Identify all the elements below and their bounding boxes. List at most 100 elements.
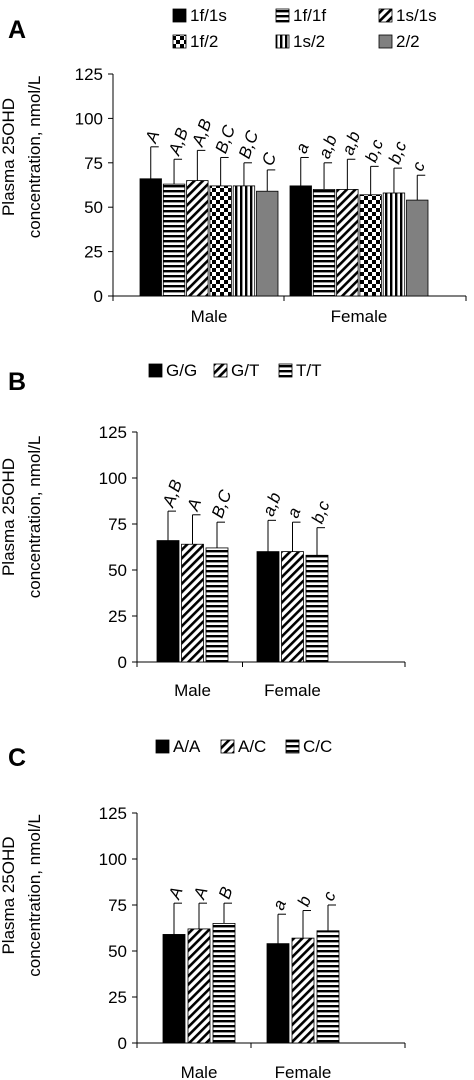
significance-letter: b,c — [308, 498, 334, 526]
significance-letter: C — [258, 150, 280, 169]
legend-label: 1s/2 — [293, 32, 325, 51]
legend-swatch — [172, 34, 187, 49]
bar-1f-2-male — [209, 185, 232, 297]
significance-letter: B,C — [208, 487, 236, 521]
legend-label: G/G — [166, 361, 197, 380]
bar-G-T-male — [181, 543, 204, 663]
significance-letter: a — [269, 897, 290, 912]
significance-letter: A — [183, 496, 205, 514]
bar-1f-1f-female — [312, 189, 336, 297]
bar-1s-2-female — [382, 192, 406, 297]
legend-label: 2/2 — [396, 32, 420, 51]
y-tick-label: 0 — [118, 653, 127, 672]
legend-swatch — [278, 363, 293, 378]
legend-swatch — [172, 8, 187, 23]
legend-swatch — [220, 739, 235, 754]
y-tick-label: 75 — [108, 896, 127, 915]
bar-A-A-female — [266, 943, 290, 1044]
y-tick-label: 50 — [108, 942, 127, 961]
panel-label: B — [8, 368, 26, 396]
legend-swatch — [275, 34, 290, 49]
significance-letter: A — [165, 884, 187, 902]
bar-G-G-male — [156, 540, 180, 663]
y-axis-label: Plasma 25OHD — [0, 458, 18, 576]
bar-G-T-female — [281, 551, 304, 663]
y-tick-label: 100 — [99, 850, 127, 869]
y-tick-label: 100 — [99, 469, 127, 488]
significance-letter: a — [283, 505, 304, 520]
bar-1f-1f-male — [162, 183, 186, 297]
significance-letter: c — [408, 159, 429, 174]
legend-label: 1f/1f — [293, 6, 326, 25]
y-tick-label: 25 — [84, 243, 103, 262]
significance-letter: B,C — [235, 127, 263, 161]
legend-label: 1f/1s — [190, 6, 227, 25]
y-tick-label: 125 — [99, 423, 127, 442]
bar-T-T-female — [305, 554, 329, 663]
bar-C-C-male — [212, 923, 236, 1044]
y-tick-label: 100 — [75, 109, 103, 128]
y-axis-label: Plasma 25OHD — [0, 836, 18, 954]
significance-letter: c — [319, 888, 340, 903]
y-axis-label: concentration, nmol/L — [25, 814, 44, 977]
y-tick-label: 0 — [118, 1034, 127, 1053]
legend-swatch — [275, 8, 290, 23]
legend-swatch — [213, 363, 228, 378]
chart-panel-C: C Plasma 25OHD concentration, nmol/L 0 25 50 7… — [0, 737, 406, 1080]
x-tick-label: Male — [181, 1063, 218, 1080]
x-tick-label: Female — [275, 1063, 332, 1080]
legend-label: A/A — [173, 737, 201, 756]
bar-C-C-female — [316, 930, 340, 1044]
y-axis-label: Plasma 25OHD — [0, 98, 18, 216]
legend-label: A/C — [238, 737, 266, 756]
legend-swatch — [148, 363, 163, 378]
y-tick-label: 50 — [108, 561, 127, 580]
y-tick-label: 25 — [108, 988, 127, 1007]
y-axis-label: concentration, nmol/L — [25, 436, 44, 599]
significance-letter: a,b — [338, 129, 364, 158]
y-tick-label: 50 — [84, 198, 103, 217]
bar-T-T-male — [205, 547, 229, 663]
chart-panel-A: A Plasma 25OHD concentration, nmol/L 0 25 50 7… — [0, 6, 467, 326]
y-tick-label: 75 — [108, 515, 127, 534]
legend-label: 1s/1s — [396, 6, 437, 25]
x-tick-label: Male — [174, 681, 211, 700]
legend-swatch — [285, 739, 300, 754]
legend-label: 1f/2 — [190, 32, 218, 51]
x-tick-label: Male — [191, 307, 228, 326]
significance-letter: A — [141, 128, 163, 146]
bar-1s-1s-female — [336, 189, 359, 297]
significance-letter: A — [190, 884, 212, 902]
legend-swatch — [378, 34, 393, 49]
significance-letter: a — [292, 140, 313, 155]
bar-A-A-male — [162, 934, 186, 1044]
bar-2-2-male — [256, 190, 279, 297]
chart-panel-B: B Plasma 25OHD concentration, nmol/L 0 25 50 7… — [0, 361, 406, 700]
bar-1s-1s-male — [186, 180, 209, 297]
y-tick-label: 125 — [75, 65, 103, 84]
y-tick-label: 75 — [84, 154, 103, 173]
legend-label: C/C — [303, 737, 332, 756]
legend-swatch — [155, 739, 170, 754]
significance-letter: a,b — [315, 132, 341, 161]
significance-letter: B,C — [212, 122, 240, 156]
y-tick-label: 125 — [99, 804, 127, 823]
panel-label: C — [8, 744, 26, 772]
bar-1s-2-male — [232, 185, 256, 297]
bar-1f-1s-male — [139, 178, 162, 297]
legend-label: T/T — [296, 361, 322, 380]
legend-swatch — [378, 8, 393, 23]
x-tick-label: Female — [331, 307, 388, 326]
panel-label: A — [8, 16, 26, 44]
significance-letter: b — [294, 893, 315, 908]
x-tick-label: Female — [264, 681, 321, 700]
significance-letter: a,b — [259, 490, 285, 519]
bar-2-2-female — [406, 199, 429, 297]
legend-label: G/T — [231, 361, 259, 380]
bar-1f-2-female — [359, 194, 382, 297]
significance-letter: B — [215, 884, 237, 901]
y-axis-label: concentration, nmol/L — [25, 76, 44, 239]
significance-letter: b,c — [385, 138, 411, 166]
significance-letter: A,B — [159, 477, 187, 510]
